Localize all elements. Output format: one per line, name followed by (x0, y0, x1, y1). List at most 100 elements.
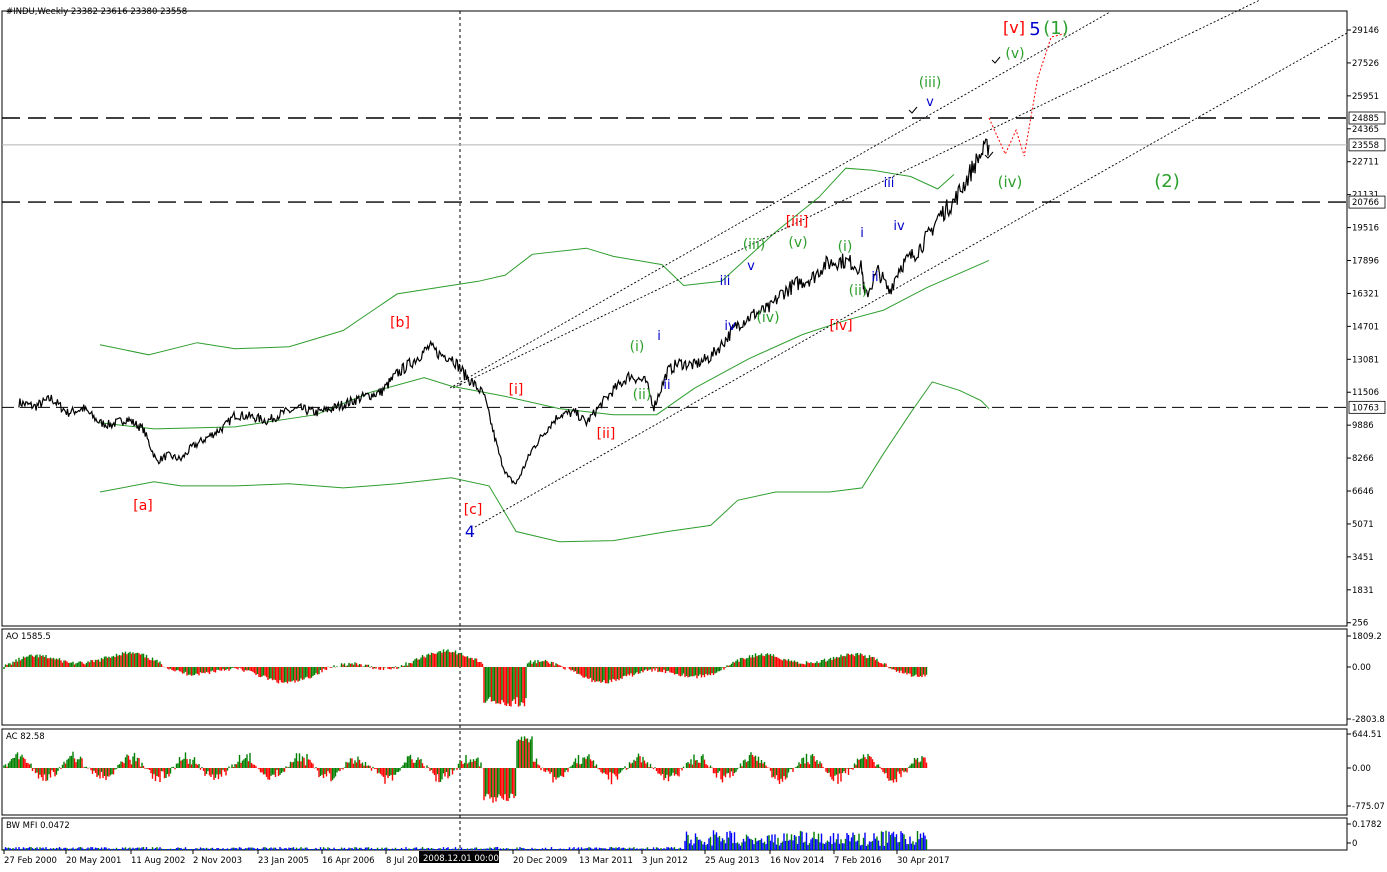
wave-label: (i) (630, 339, 645, 355)
wave-label: [i] (509, 382, 524, 398)
indicator-axis-tick-label: 0.00 (1352, 764, 1371, 774)
indicator-title: AC 82.58 (6, 732, 45, 742)
time-axis-label: 13 Mar 2011 (579, 856, 633, 866)
check-mark (908, 106, 918, 114)
price-axis-tick-label: 13081 (1352, 355, 1379, 365)
ac-pane-border (1, 728, 1348, 816)
wave-label: 4 (465, 522, 475, 541)
price-axis-tick-label: 6646 (1352, 487, 1374, 497)
ao-indicator-pane[interactable]: AO 1585.5 1809.2 0.00 -2803.8 (3, 632, 1385, 725)
time-axis-label: 8 Jul 20 (386, 856, 418, 866)
price-axis-tick-label: 22711 (1352, 158, 1379, 168)
wave-label: (v) (788, 235, 807, 251)
indicator-axis-tick-label: 0 (1352, 839, 1357, 849)
upper-band-line (99, 167, 955, 356)
channel-line-1[interactable] (474, 32, 1348, 528)
wave-label: [ii] (597, 426, 616, 442)
time-axis-label: 27 Feb 2000 (4, 856, 57, 866)
green-bands (99, 167, 990, 543)
price-axis-tick-label: 11506 (1352, 388, 1379, 398)
time-axis-label: 23 Jan 2005 (258, 856, 309, 866)
chart-title: #INDU,Weekly 23382 23616 23380 23558 (6, 7, 187, 17)
time-axis-label: 25 Aug 2013 (705, 856, 759, 866)
wave-label: (iv) (756, 310, 779, 326)
wave-label: (iv) (998, 173, 1023, 191)
price-axis-tick-label: 17896 (1352, 257, 1379, 267)
time-axis-label: 7 Feb 2016 (834, 856, 882, 866)
channel-line-2[interactable] (449, 11, 1111, 389)
price-axis-tick-label: 256 (1352, 619, 1368, 629)
price-level-badge-label: 24885 (1352, 114, 1379, 124)
wave-label: i (657, 329, 661, 344)
wave-label: iii (720, 274, 731, 289)
indicator-title: AO 1585.5 (6, 632, 51, 642)
price-level-badge (1348, 400, 1386, 414)
indicator-axis-tick-label: 644.51 (1352, 730, 1382, 740)
price-axis-tick-label: 1831 (1352, 586, 1374, 596)
wave-label: i (860, 226, 864, 241)
price-axis-tick-label: 8266 (1352, 454, 1374, 464)
wave-label: (v) (1005, 46, 1024, 62)
time-axis-label: 20 Dec 2009 (513, 856, 567, 866)
wave-label: iii (884, 176, 895, 191)
wave-label: (iii) (743, 237, 766, 253)
wave-label: [a] (133, 498, 153, 514)
price-level-badge-label: 20766 (1352, 198, 1379, 208)
wave-label: [b] (390, 315, 410, 331)
check-mark (991, 56, 1001, 64)
indicator-axis-tick-label: 1809.2 (1352, 632, 1382, 642)
indicator-axis-tick-label: 0.00 (1352, 663, 1371, 673)
indicator-title: BW MFI 0.0472 (6, 821, 70, 831)
price-axis-tick-label: 9886 (1352, 421, 1374, 431)
time-axis-label: 2 Nov 2003 (193, 856, 242, 866)
price-axis-tick-label: 16321 (1352, 289, 1379, 299)
main-price-pane[interactable]: 29146 27526 25951 24365 22711 21131 19516 17896… (2, 0, 1386, 629)
price-axis-tick-label: 5071 (1352, 520, 1374, 530)
time-axis-label: 16 Nov 2014 (770, 856, 824, 866)
lower-band-line (99, 381, 990, 543)
price-level-badge (1348, 111, 1386, 125)
wave-labels: [a][b][c]4[i][ii](i)(ii)iiiiiiiv(iii)v(i… (133, 18, 1180, 541)
wave-label: 5 (1029, 19, 1040, 40)
price-axis-tick-label: 3451 (1352, 553, 1374, 563)
chart-frame (1, 10, 1348, 851)
ac-indicator-pane[interactable]: AC 82.58 644.51 0.00 -775.07 (3, 730, 1385, 812)
time-axis-label: 16 Apr 2006 (322, 856, 375, 866)
price-axis-tick-label: 21131 (1352, 191, 1379, 201)
wave-label: [c] (464, 502, 483, 518)
time-axis-label: 11 Aug 2002 (131, 856, 185, 866)
wave-label: ii (663, 378, 670, 393)
wave-label: (iii) (919, 75, 942, 91)
price-level-badge (1348, 195, 1386, 209)
wave-label: (2) (1154, 171, 1180, 192)
main-pane-border (1, 10, 1348, 627)
price-axis-tick-label: 25951 (1352, 92, 1379, 102)
bw-mfi-indicator-pane[interactable]: BW MFI 0.0472 0.1782 0 (3, 820, 1382, 850)
wave-label: [iii] (786, 214, 809, 230)
price-level-badge-label: 23558 (1352, 141, 1379, 151)
indicator-axis-tick-label: -775.07 (1352, 802, 1385, 812)
middle-band-line (99, 259, 990, 430)
wave-label: ii (871, 270, 878, 285)
projection-path (988, 32, 1068, 157)
ao-pane-border (1, 628, 1348, 726)
wave-label: (ii) (849, 283, 868, 299)
price-axis-tick-label: 29146 (1352, 26, 1379, 36)
wave-label: iv (724, 319, 736, 334)
price-level-badge-label: 10763 (1352, 403, 1379, 413)
price-line[interactable] (18, 138, 990, 485)
time-axis-label: 30 Apr 2017 (897, 856, 950, 866)
wave-label: [v] (1003, 18, 1025, 37)
wave-label: (ii) (633, 387, 652, 403)
indicator-axis-tick-label: -2803.8 (1352, 715, 1385, 725)
time-axis: 27 Feb 2000 20 May 2001 11 Aug 2002 2 Nov 2… (3, 850, 950, 866)
wave-label: (i) (838, 239, 853, 255)
channel-line-3[interactable] (452, 0, 1261, 389)
trend-channel (449, 0, 1348, 528)
indicator-axis-tick-label: 0.1782 (1352, 820, 1382, 830)
wave-label: [iv] (829, 318, 852, 334)
price-axis-tick-label: 27526 (1352, 59, 1379, 69)
price-level-badge (1348, 138, 1386, 152)
check-mark (984, 151, 994, 159)
